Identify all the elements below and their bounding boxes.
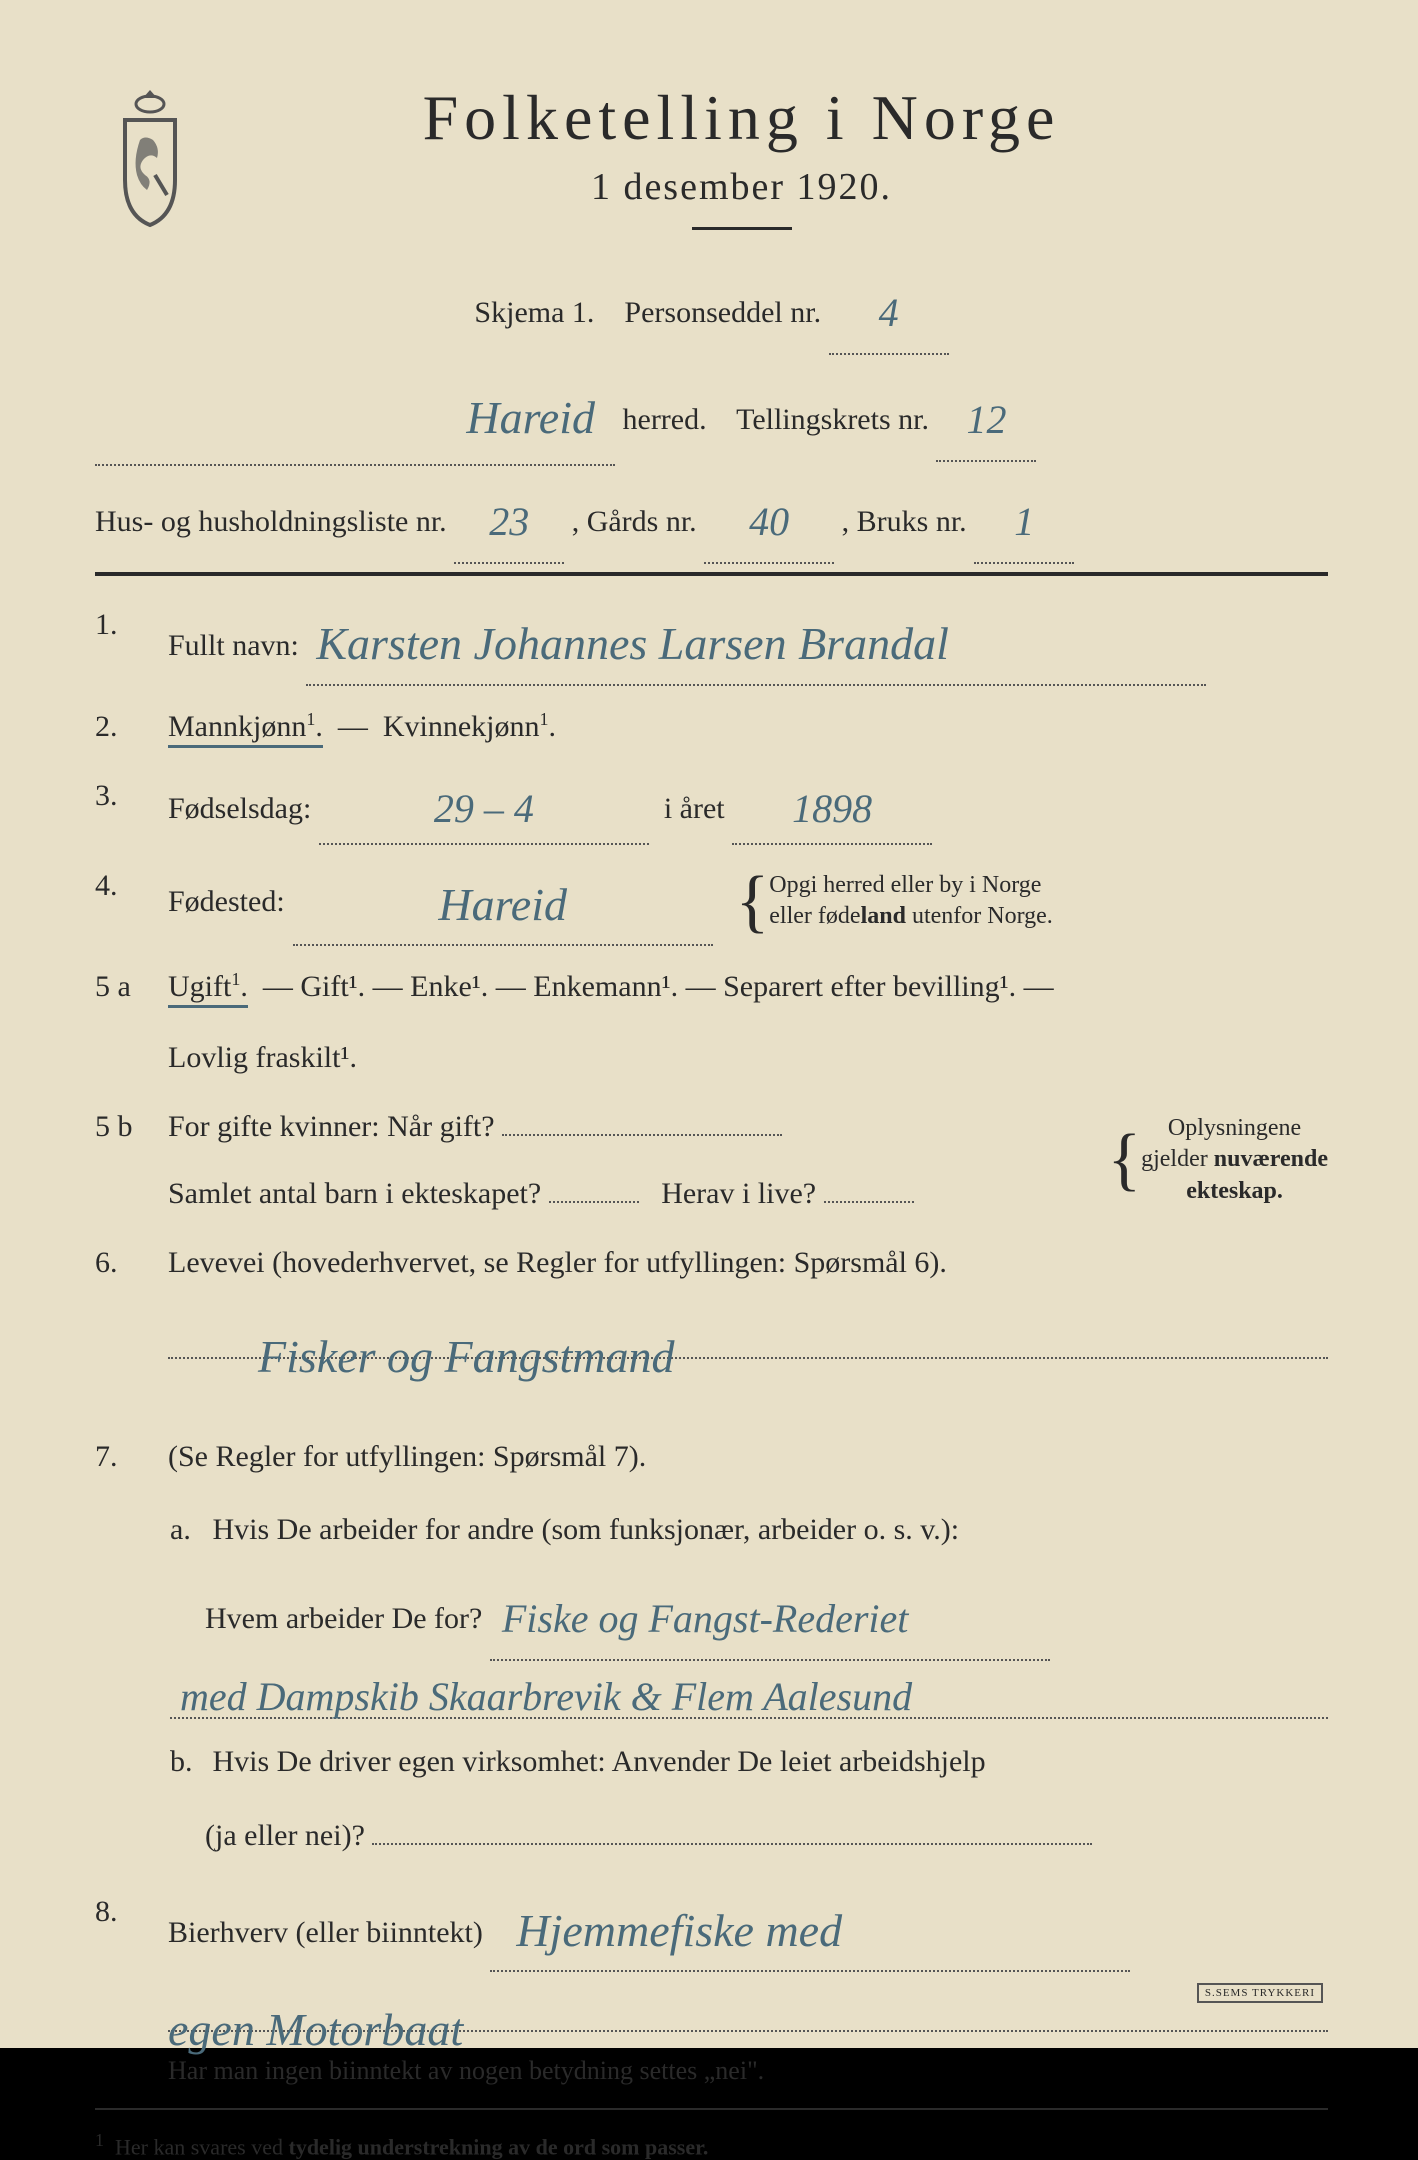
q7b-l1: Hvis De driver egen virksomhet: Anvender… bbox=[213, 1745, 986, 1778]
q3-day: 29 – 4 bbox=[434, 786, 534, 831]
q7b-l2: (ja eller nei)? bbox=[205, 1819, 365, 1852]
q7b: b. Hvis De driver egen virksomhet: Anven… bbox=[170, 1729, 1328, 1795]
q2-row: 2. Mannkjønn1. — Kvinnekjønn1. bbox=[95, 698, 1328, 755]
q4-note-l1: Opgi herred eller by i Norge bbox=[769, 872, 1041, 898]
q3-row: 3. Fødselsdag: 29 – 4 i året 1898 bbox=[95, 767, 1328, 845]
footnote-num: 1 bbox=[95, 2130, 104, 2150]
brace-icon: { bbox=[1108, 1142, 1142, 1177]
q5b-num: 5 b bbox=[95, 1098, 150, 1222]
q5b-label3: Herav i live? bbox=[661, 1177, 816, 1210]
herred-value: Hareid bbox=[466, 392, 595, 443]
herred-label: herred. bbox=[623, 403, 707, 436]
q5a-options: — Gift¹. — Enke¹. — Enkemann¹. — Separer… bbox=[263, 970, 1054, 1003]
footnote-text: Her kan svares ved tydelig understreknin… bbox=[115, 2134, 708, 2159]
meta-line-2: Hareid herred. Tellingskrets nr. 12 bbox=[95, 363, 1328, 466]
q5b-label2: Samlet antal barn i ekteskapet? bbox=[168, 1177, 541, 1210]
q1-num: 1. bbox=[95, 596, 150, 685]
q3-label: Fødselsdag: bbox=[168, 792, 311, 825]
skjema-label: Skjema 1. bbox=[474, 296, 594, 329]
q7a-label: a. bbox=[170, 1497, 205, 1563]
q4-value: Hareid bbox=[438, 879, 567, 930]
q5b-row: 5 b For gifte kvinner: Når gift? Samlet … bbox=[95, 1098, 1328, 1222]
q3-year-label: i året bbox=[664, 792, 725, 825]
q7a: a. Hvis De arbeider for andre (som funks… bbox=[170, 1497, 1328, 1563]
husliste-label: Hus- og husholdningsliste nr. bbox=[95, 505, 447, 538]
q7a-l1: Hvis De arbeider for andre (som funksjon… bbox=[213, 1513, 960, 1546]
q8-num: 8. bbox=[95, 1883, 150, 2096]
q6-value: Fisker og Fangstmand bbox=[258, 1313, 675, 1359]
q6-label: Levevei (hovederhvervet, se Regler for u… bbox=[168, 1246, 947, 1279]
q5b-note: Oplysningene gjelder nuværende ekteskap. bbox=[1141, 1113, 1328, 1207]
q8-row: 8. Bierhverv (eller biinntekt) Hjemmefis… bbox=[95, 1883, 1328, 2096]
q7-row: 7. (Se Regler for utfyllingen: Spørsmål … bbox=[95, 1428, 1328, 1485]
q5a-ugift: Ugift bbox=[168, 970, 231, 1003]
q4-note: Opgi herred eller by i Norge eller fødel… bbox=[769, 870, 1053, 932]
q5b-note-l2: gjelder nuværende bbox=[1141, 1146, 1328, 1172]
q5a-row: 5 a Ugift1. — Gift¹. — Enke¹. — Enkemann… bbox=[95, 958, 1328, 1086]
brace-icon: { bbox=[736, 884, 770, 919]
q7a-val1: Fiske og Fangst-Rederiet bbox=[496, 1596, 909, 1641]
title-block: Folketelling i Norge 1 desember 1920. bbox=[235, 81, 1328, 230]
header: Folketelling i Norge 1 desember 1920. bbox=[95, 80, 1328, 230]
q7a-l2: Hvem arbeider De for? bbox=[205, 1602, 482, 1635]
main-title: Folketelling i Norge bbox=[235, 81, 1248, 155]
q7a-line2: Hvem arbeider De for? Fiske og Fangst-Re… bbox=[205, 1571, 1328, 1661]
q1-row: 1. Fullt navn: Karsten Johannes Larsen B… bbox=[95, 596, 1328, 685]
subtitle-date: 1 desember 1920. bbox=[235, 165, 1248, 209]
q2-kvinne: Kvinnekjønn bbox=[383, 710, 540, 743]
q4-label: Fødested: bbox=[168, 873, 285, 930]
q5b-label1: For gifte kvinner: Når gift? bbox=[168, 1110, 495, 1143]
personseddel-label: Personseddel nr. bbox=[624, 296, 821, 329]
meta-line-3: Hus- og husholdningsliste nr. 23 , Gårds… bbox=[95, 474, 1328, 564]
gards-nr: 40 bbox=[749, 499, 789, 544]
tellingskrets-label: Tellingskrets nr. bbox=[736, 403, 929, 436]
divider bbox=[95, 572, 1328, 576]
tellingskrets-nr: 12 bbox=[966, 397, 1006, 442]
divider bbox=[95, 2108, 1328, 2110]
q8-val1: Hjemmefiske med bbox=[496, 1905, 842, 1956]
q3-year: 1898 bbox=[792, 786, 872, 831]
q5b-note-l1: Oplysningene bbox=[1168, 1115, 1301, 1141]
q6-num: 6. bbox=[95, 1234, 150, 1359]
q5b-note-l3: ekteskap. bbox=[1186, 1178, 1283, 1204]
q4-num: 4. bbox=[95, 857, 150, 946]
q4-note-l2: eller fødeland utenfor Norge. bbox=[769, 903, 1053, 929]
q5a-num: 5 a bbox=[95, 958, 150, 1086]
q2-dash: — bbox=[338, 710, 368, 743]
q7a-line3: med Dampskib Skaarbrevik & Flem Aalesund bbox=[170, 1669, 1328, 1719]
q2-sup1: 1 bbox=[306, 709, 315, 729]
husliste-nr: 23 bbox=[489, 499, 529, 544]
q8-label: Bierhverv (eller biinntekt) bbox=[168, 1916, 483, 1949]
q2-num: 2. bbox=[95, 698, 150, 755]
q7b-line2: (ja eller nei)? bbox=[205, 1803, 1328, 1869]
q2-mann: Mannkjønn bbox=[168, 710, 306, 743]
printer-stamp: S.SEMS TRYKKERI bbox=[1197, 1983, 1323, 2003]
q1-label: Fullt navn: bbox=[168, 629, 299, 662]
q2-sup2: 1 bbox=[539, 709, 548, 729]
q1-value: Karsten Johannes Larsen Brandal bbox=[316, 618, 949, 669]
q8-foot: Har man ingen biinntekt av nogen betydni… bbox=[168, 2046, 1328, 2095]
q3-num: 3. bbox=[95, 767, 150, 845]
bruks-nr: 1 bbox=[1014, 499, 1034, 544]
personseddel-nr: 4 bbox=[879, 290, 899, 335]
coat-of-arms-icon bbox=[95, 80, 205, 230]
census-form-page: Folketelling i Norge 1 desember 1920. Sk… bbox=[0, 0, 1418, 2048]
title-underline bbox=[692, 227, 792, 230]
q7b-label: b. bbox=[170, 1729, 205, 1795]
q7-label: (Se Regler for utfyllingen: Spørsmål 7). bbox=[168, 1440, 646, 1473]
q5a-line2: Lovlig fraskilt¹. bbox=[168, 1029, 1328, 1086]
gards-label: , Gårds nr. bbox=[572, 505, 697, 538]
q6-row: 6. Levevei (hovederhvervet, se Regler fo… bbox=[95, 1234, 1328, 1359]
footnote: 1 Her kan svares ved tydelig understrekn… bbox=[95, 2130, 1328, 2160]
bruks-label: , Bruks nr. bbox=[842, 505, 967, 538]
q7-num: 7. bbox=[95, 1428, 150, 1485]
q8-val2: egen Motorbaat bbox=[168, 1986, 463, 2032]
q4-row: 4. Fødested: Hareid { Opgi herred eller … bbox=[95, 857, 1328, 946]
meta-line-1: Skjema 1. Personseddel nr. 4 bbox=[95, 265, 1328, 355]
q7a-val2: med Dampskib Skaarbrevik & Flem Aalesund bbox=[180, 1673, 912, 1719]
